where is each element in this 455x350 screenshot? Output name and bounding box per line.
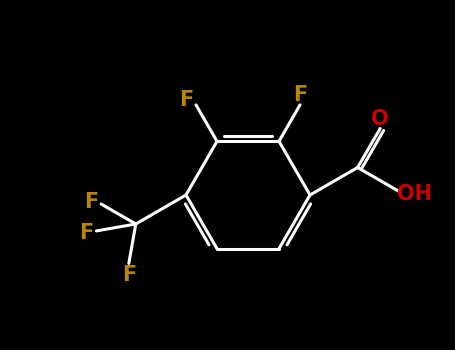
Text: F: F <box>79 223 94 243</box>
Text: OH: OH <box>397 183 432 203</box>
Text: O: O <box>371 108 389 128</box>
Text: F: F <box>179 90 193 110</box>
Text: F: F <box>293 85 307 105</box>
Text: F: F <box>121 265 136 285</box>
Text: F: F <box>84 192 98 212</box>
